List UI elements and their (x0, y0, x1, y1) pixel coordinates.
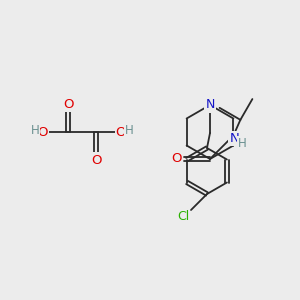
Text: N: N (205, 98, 215, 112)
Text: H: H (124, 124, 134, 137)
Text: O: O (38, 125, 48, 139)
Text: Cl: Cl (177, 209, 189, 223)
Text: N: N (230, 132, 239, 145)
Text: H: H (31, 124, 39, 137)
Text: O: O (91, 154, 101, 166)
Text: H: H (238, 137, 247, 150)
Text: O: O (116, 125, 126, 139)
Text: O: O (172, 152, 182, 166)
Text: O: O (63, 98, 73, 110)
